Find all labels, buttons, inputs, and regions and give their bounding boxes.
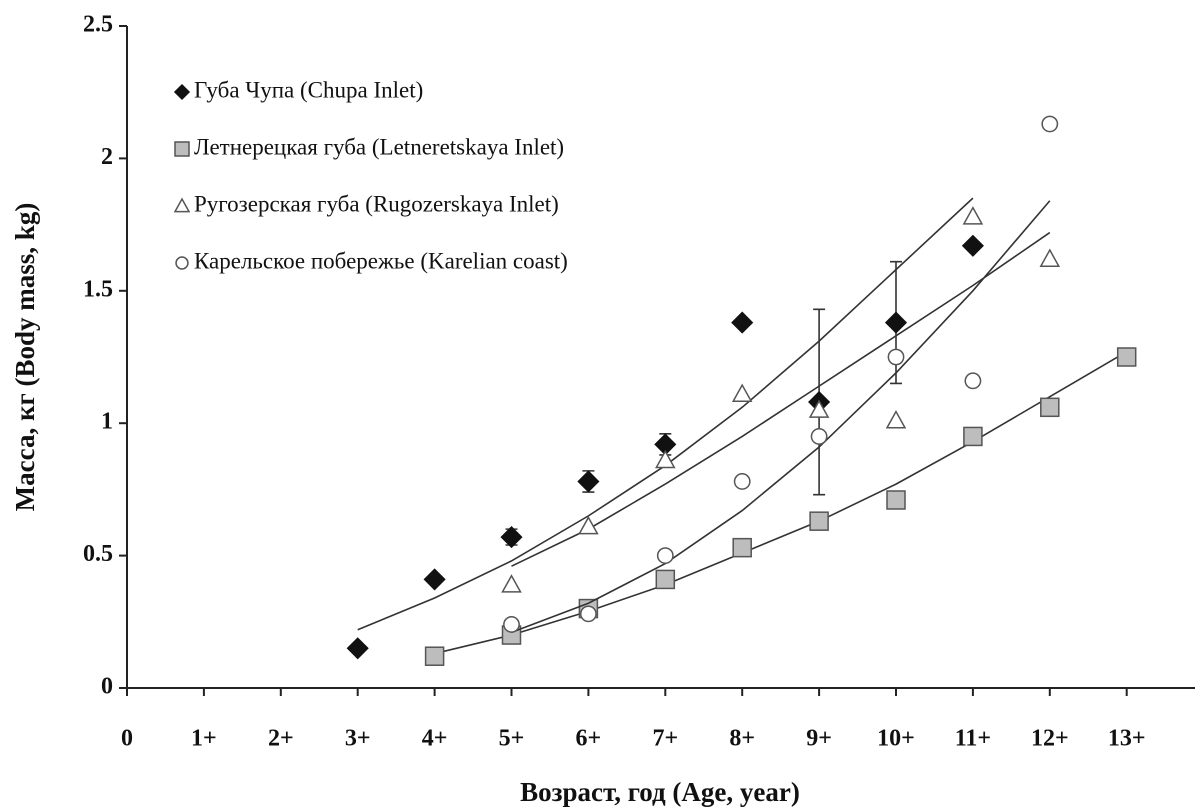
point bbox=[655, 449, 676, 469]
point bbox=[884, 311, 908, 334]
x-tick-label: 11+ bbox=[955, 726, 991, 752]
point bbox=[578, 515, 599, 535]
point bbox=[500, 526, 523, 549]
point bbox=[1041, 115, 1059, 133]
point bbox=[808, 399, 830, 418]
point bbox=[1040, 397, 1060, 418]
x-tick-label: 6+ bbox=[576, 726, 602, 752]
point bbox=[173, 83, 191, 101]
x-tick-label: 7+ bbox=[652, 726, 678, 752]
x-tick-label: 2+ bbox=[268, 726, 294, 752]
x-tick-label: 8+ bbox=[729, 726, 755, 752]
legend-label: Карельское побережье (Karelian coast) bbox=[194, 248, 568, 273]
point bbox=[964, 372, 982, 390]
x-tick-label: 3+ bbox=[345, 726, 371, 752]
y-tick-label: 0 bbox=[101, 674, 113, 700]
point bbox=[174, 141, 190, 157]
point bbox=[885, 410, 907, 429]
point bbox=[580, 605, 597, 623]
point bbox=[732, 537, 752, 558]
trend-line bbox=[434, 351, 1128, 655]
y-tick-label: 0.5 bbox=[83, 541, 113, 567]
point bbox=[1039, 248, 1061, 267]
point bbox=[175, 256, 189, 270]
point bbox=[809, 511, 829, 531]
x-tick-label: 10+ bbox=[877, 726, 915, 752]
point bbox=[501, 574, 522, 593]
point bbox=[887, 348, 905, 366]
x-tick-label: 4+ bbox=[422, 726, 448, 752]
point bbox=[655, 569, 676, 590]
point bbox=[886, 490, 906, 510]
x-axis-label: Возраст, год (Age, year) bbox=[520, 777, 800, 807]
point bbox=[961, 234, 984, 257]
y-tick-label: 2 bbox=[101, 144, 113, 170]
y-tick-label: 2.5 bbox=[83, 12, 113, 38]
point bbox=[577, 470, 600, 493]
point bbox=[346, 637, 369, 660]
x-tick-label: 12+ bbox=[1031, 726, 1069, 752]
legend-label: Ругозерская губа (Rugozerskaya Inlet) bbox=[194, 191, 559, 216]
trend-line bbox=[511, 200, 1051, 634]
point bbox=[1116, 347, 1137, 367]
y-tick-label: 1.5 bbox=[83, 276, 113, 302]
point bbox=[731, 311, 754, 334]
point bbox=[733, 473, 751, 490]
x-tick-label: 9+ bbox=[806, 726, 832, 752]
y-axis-label: Масса, кг (Body mass, kg) bbox=[10, 203, 40, 512]
x-tick-label: 1+ bbox=[191, 726, 217, 752]
point bbox=[810, 428, 828, 445]
point bbox=[963, 426, 983, 447]
point bbox=[503, 616, 520, 633]
point bbox=[656, 547, 674, 564]
trend-line bbox=[511, 231, 1051, 567]
point bbox=[423, 568, 446, 591]
y-tick-label: 1 bbox=[101, 409, 113, 435]
x-tick-label: 13+ bbox=[1108, 726, 1146, 752]
legend-label: Летнерецкая губа (Letneretskaya Inlet) bbox=[194, 134, 564, 159]
x-tick-label: 5+ bbox=[499, 726, 525, 752]
point bbox=[173, 197, 191, 213]
legend-label: Губа Чупа (Chupa Inlet) bbox=[194, 77, 423, 102]
point bbox=[962, 206, 984, 225]
point bbox=[424, 646, 445, 666]
x-tick-label: 0 bbox=[121, 726, 133, 752]
point bbox=[731, 383, 753, 403]
